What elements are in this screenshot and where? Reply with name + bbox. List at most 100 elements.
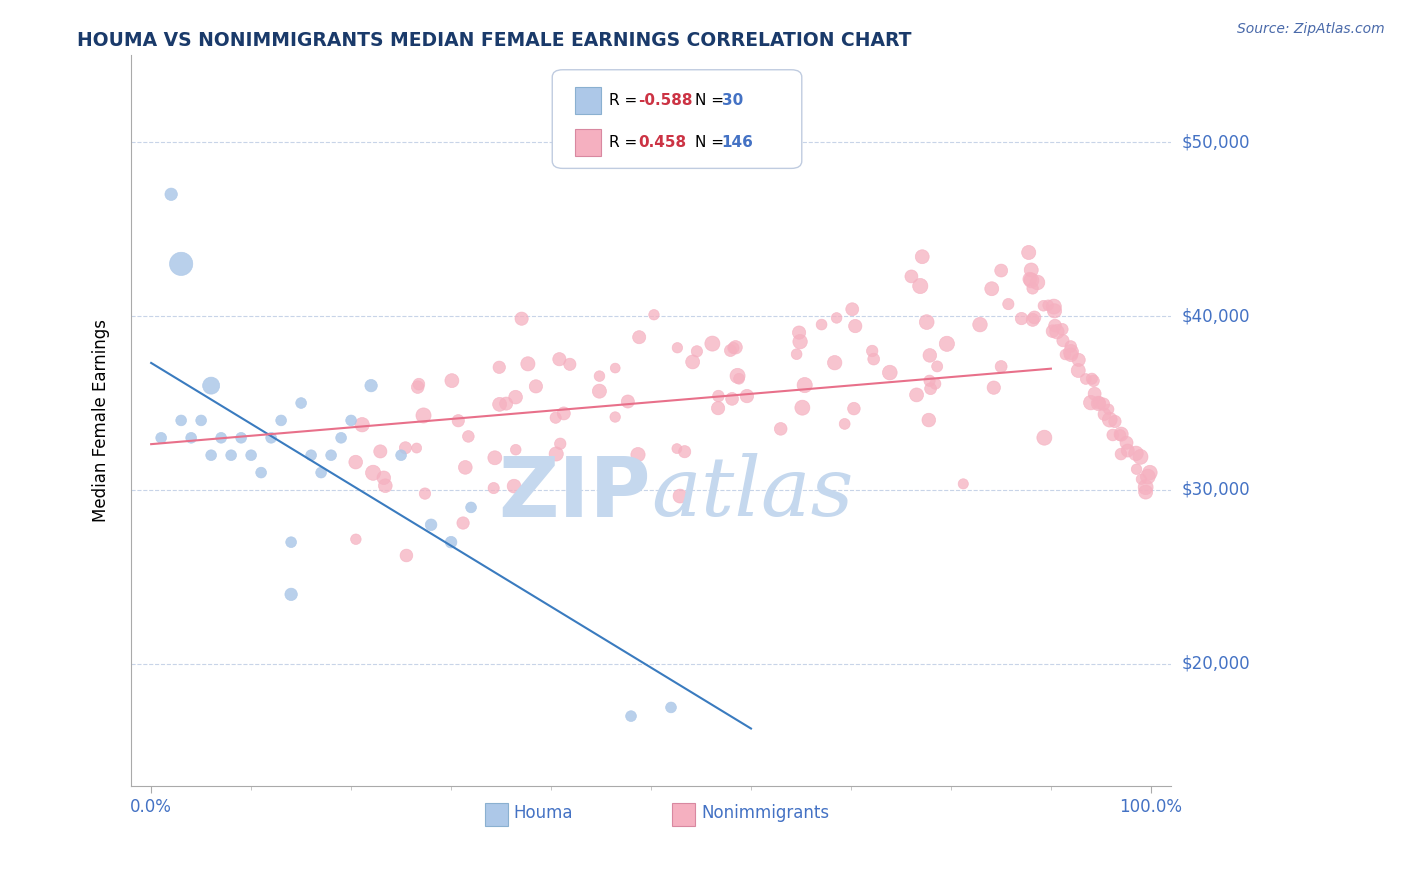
Point bbox=[457, 429, 479, 443]
Point bbox=[666, 341, 689, 355]
Point bbox=[344, 533, 367, 547]
Point bbox=[980, 282, 1002, 296]
Point bbox=[1139, 466, 1161, 480]
Point bbox=[495, 396, 517, 410]
Point bbox=[1084, 386, 1107, 401]
FancyBboxPatch shape bbox=[672, 803, 695, 826]
Point bbox=[1018, 245, 1040, 260]
Point bbox=[1060, 339, 1083, 353]
Point bbox=[1046, 325, 1069, 339]
Text: 30: 30 bbox=[721, 93, 742, 108]
Point bbox=[231, 431, 253, 445]
Point bbox=[553, 406, 575, 420]
Point bbox=[769, 422, 792, 436]
Point bbox=[920, 382, 942, 396]
Point bbox=[1060, 345, 1083, 359]
Point bbox=[546, 447, 568, 461]
Text: N =: N = bbox=[695, 135, 728, 150]
Point bbox=[1018, 272, 1040, 286]
Point bbox=[620, 709, 643, 723]
Point bbox=[862, 352, 884, 367]
Point bbox=[1067, 363, 1090, 377]
Point bbox=[240, 448, 263, 462]
FancyBboxPatch shape bbox=[553, 70, 801, 169]
Point bbox=[544, 410, 567, 425]
Point bbox=[482, 481, 505, 495]
Point bbox=[1104, 415, 1126, 429]
Y-axis label: Median Female Earnings: Median Female Earnings bbox=[93, 319, 110, 522]
Point bbox=[1109, 428, 1132, 442]
Point bbox=[374, 479, 396, 493]
Point bbox=[219, 448, 242, 462]
Point bbox=[1052, 334, 1074, 348]
Point bbox=[170, 413, 193, 427]
Point bbox=[447, 414, 470, 428]
Point bbox=[910, 279, 932, 293]
Point bbox=[200, 448, 222, 462]
Point bbox=[927, 359, 949, 374]
Point bbox=[412, 409, 434, 423]
Point bbox=[1021, 281, 1043, 295]
Point bbox=[1109, 447, 1132, 461]
Point bbox=[503, 479, 526, 493]
Text: R =: R = bbox=[609, 135, 643, 150]
Text: N =: N = bbox=[695, 93, 728, 108]
Point bbox=[924, 376, 946, 391]
Point bbox=[413, 486, 436, 500]
Point bbox=[373, 471, 395, 485]
Point bbox=[290, 396, 312, 410]
Text: atlas: atlas bbox=[651, 453, 853, 533]
Point bbox=[170, 257, 193, 271]
Point bbox=[879, 366, 901, 380]
Text: Houma: Houma bbox=[513, 805, 574, 822]
Text: HOUMA VS NONIMMIGRANTS MEDIAN FEMALE EARNINGS CORRELATION CHART: HOUMA VS NONIMMIGRANTS MEDIAN FEMALE EAR… bbox=[77, 31, 912, 50]
Point bbox=[659, 700, 682, 714]
Point bbox=[643, 308, 665, 322]
Point bbox=[1115, 435, 1137, 450]
Point bbox=[406, 380, 429, 394]
Point bbox=[1043, 304, 1066, 318]
Point bbox=[918, 413, 941, 427]
FancyBboxPatch shape bbox=[575, 128, 602, 156]
Point bbox=[952, 476, 974, 491]
Point bbox=[1011, 311, 1033, 326]
Point bbox=[309, 466, 332, 480]
Point bbox=[1088, 396, 1111, 410]
Point bbox=[792, 401, 814, 415]
Point bbox=[389, 448, 412, 462]
Point bbox=[460, 500, 482, 515]
Point bbox=[665, 442, 688, 456]
Point bbox=[1080, 395, 1102, 409]
Point bbox=[810, 318, 832, 332]
Point bbox=[1052, 322, 1074, 336]
Point bbox=[1135, 480, 1157, 494]
Point bbox=[405, 441, 427, 455]
Point bbox=[360, 378, 382, 392]
Point bbox=[200, 378, 222, 392]
Point bbox=[1116, 443, 1139, 458]
Point bbox=[454, 460, 477, 475]
Point bbox=[1083, 374, 1105, 388]
Point bbox=[1092, 407, 1115, 421]
Point bbox=[605, 410, 627, 425]
Point bbox=[935, 336, 957, 351]
Point bbox=[344, 455, 367, 469]
Point bbox=[505, 390, 527, 404]
Point bbox=[1024, 310, 1046, 325]
Point bbox=[789, 334, 811, 349]
Point bbox=[707, 389, 730, 403]
Point bbox=[488, 360, 510, 375]
Point bbox=[440, 374, 463, 388]
Point bbox=[548, 352, 571, 367]
Point bbox=[702, 336, 724, 351]
Text: $50,000: $50,000 bbox=[1181, 133, 1250, 151]
Point bbox=[1136, 469, 1159, 483]
Point bbox=[340, 413, 363, 427]
Point bbox=[150, 431, 173, 445]
Point bbox=[1130, 472, 1153, 486]
Point bbox=[352, 417, 374, 432]
Point bbox=[911, 250, 934, 264]
Point bbox=[1026, 276, 1049, 290]
Point bbox=[330, 431, 353, 445]
Point bbox=[319, 448, 342, 462]
